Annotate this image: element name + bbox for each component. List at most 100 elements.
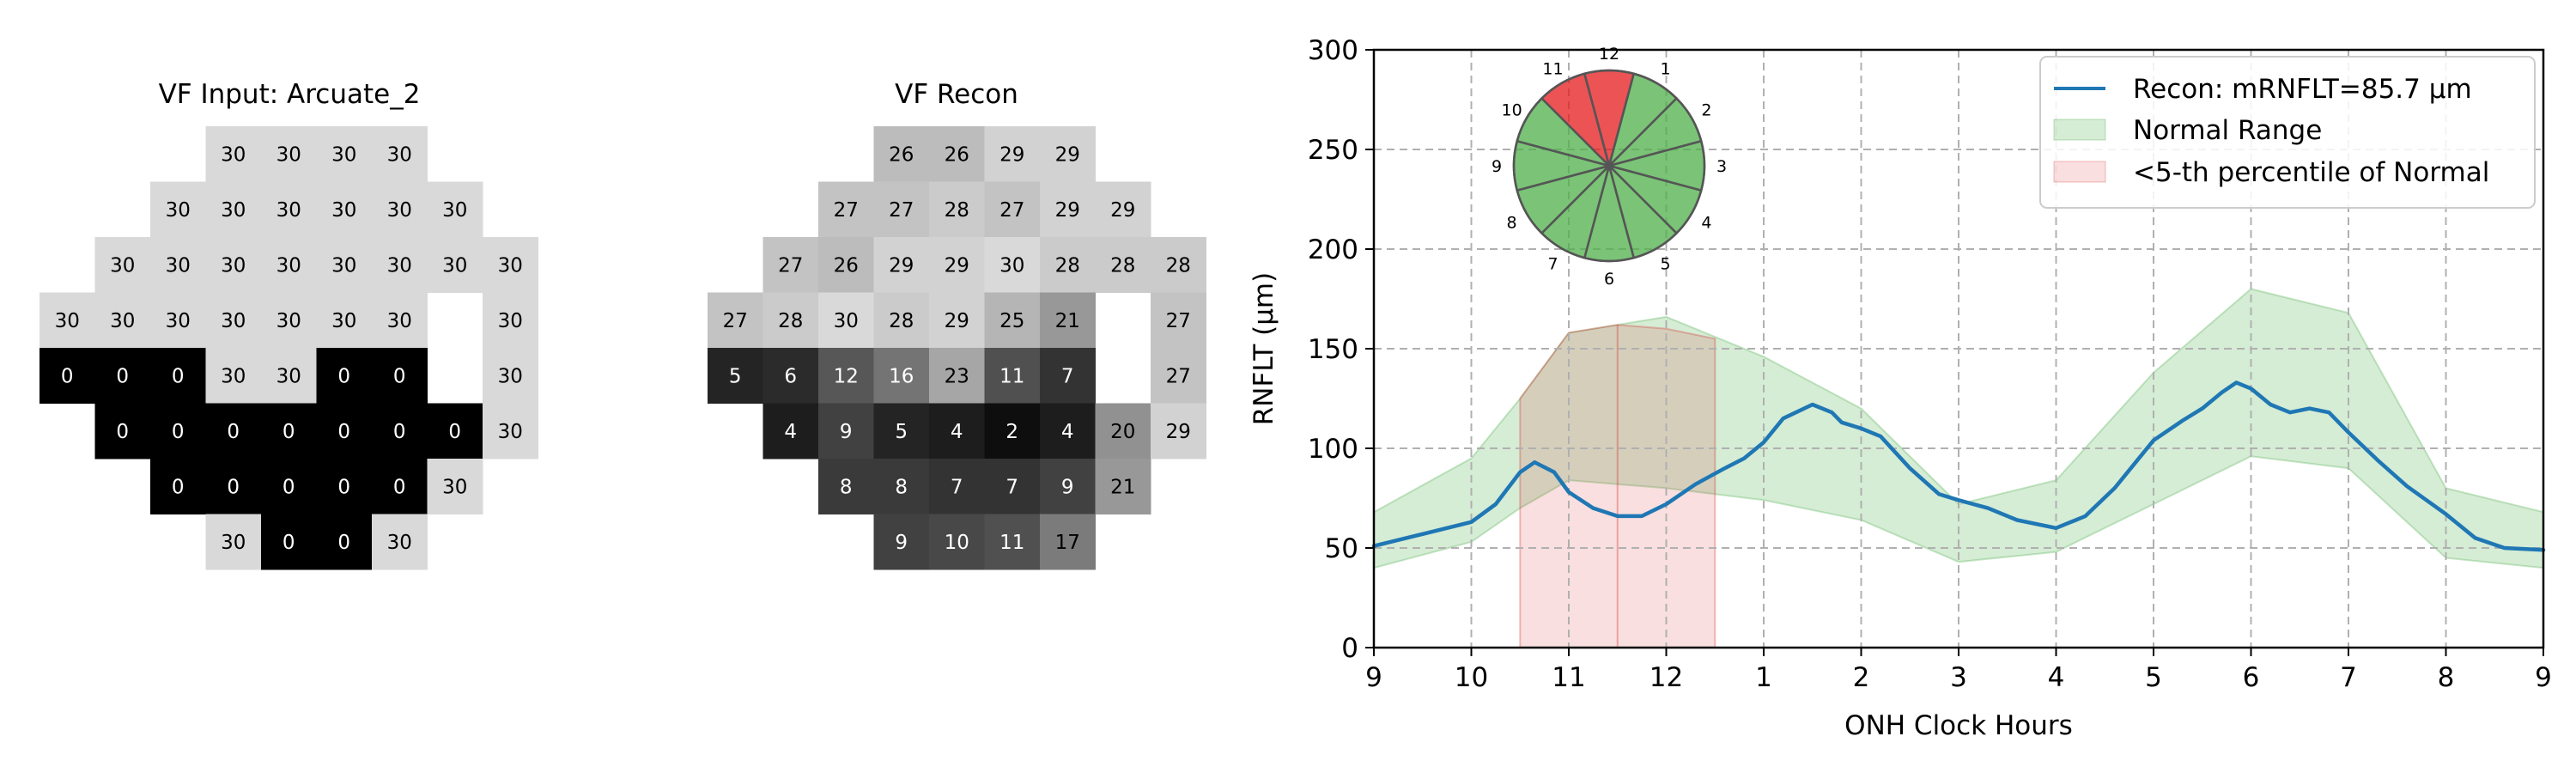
vf-cell-value: 0 [227,476,240,498]
vf-cell [929,181,985,238]
vf-cell [316,181,373,238]
clock-sector-label: 11 [1542,60,1563,79]
x-tick-label: 11 [1552,662,1585,693]
vf-input-heatmap: VF Input: Arcuate_2 30 30 30 30 30 30 30 30 30 30… [39,79,538,570]
vf-cell-value: 29 [1110,199,1135,222]
vf-cell-value: 30 [221,254,246,277]
clock-sector-label: 7 [1547,254,1558,273]
vf-cell [984,514,1041,570]
vf-cell [372,237,428,293]
vf-cell-value: 9 [1061,476,1074,498]
vf-cell [984,292,1041,349]
vf-cell [427,459,483,514]
vf-cell [929,292,985,349]
legend-box [2039,56,2536,209]
y-tick-label: 150 [1308,334,1358,365]
vf-cell [984,459,1041,514]
vf-cell-value: 30 [221,199,246,222]
vf-cell-value: 30 [331,143,356,166]
vf-cell-value: 10 [945,532,969,554]
vf-cell [261,403,317,460]
vf-cell [873,237,930,293]
vf-cell [1040,126,1096,182]
clock-sector-label: 4 [1701,214,1711,233]
x-tick-label: 9 [2535,662,2552,693]
vf-cell-value: 6 [784,365,797,387]
legend-label-recon: Recon: mRNFLT=85.7 μm [2133,74,2472,105]
vf-cell [1095,237,1151,293]
vf-cell-value: 17 [1055,532,1080,554]
x-axis-label: ONH Clock Hours [1844,710,2073,741]
vf-cell [316,348,373,404]
vf-cell-value: 26 [945,143,969,166]
vf-cell-value: 30 [498,365,523,387]
y-tick-label: 300 [1308,35,1358,66]
vf-cell [1040,348,1096,404]
vf-cell-value: 30 [442,476,467,498]
vf-cell [205,126,262,182]
clock-sector-label: 10 [1502,101,1522,120]
vf-cell [762,403,819,460]
vf-cell-value: 30 [276,254,301,277]
vf-cell [150,181,206,238]
vf-cell [427,237,483,293]
vf-cell-value: 0 [393,421,406,443]
vf-cell [873,348,930,404]
vf-cell [205,292,262,349]
vf-cell-value: 0 [283,532,295,554]
vf-cell [205,459,262,514]
vf-cell-value: 29 [889,254,914,277]
vf-cell [372,292,428,349]
x-tick-label: 4 [2048,662,2065,693]
vf-cell-value: 0 [337,421,350,443]
vf-cell [708,292,763,349]
vf-cell [39,292,95,349]
line-layer [1371,380,2546,552]
vf-cell-value: 30 [276,199,301,222]
vf-cell [316,459,373,514]
clock-sector-label: 9 [1492,157,1502,176]
vf-cell [150,292,206,349]
vf-cell [483,348,538,404]
vf-cell-value: 8 [840,476,853,498]
vf-cell [372,459,428,514]
vf-cell [205,514,262,570]
vf-cell-value: 20 [1110,421,1135,443]
vf-cell-value: 0 [337,365,350,387]
vf-cell [1095,403,1151,460]
vf-input-title: VF Input: Arcuate_2 [159,79,421,110]
vf-cell [818,181,874,238]
vf-cell-value: 0 [227,421,240,443]
x-tick-label: 12 [1649,662,1683,693]
vf-cell [818,459,874,514]
vf-cell-value: 16 [889,365,914,387]
vf-cell [261,514,317,570]
y-tick-label: 250 [1308,135,1358,166]
vf-cell-value: 0 [116,421,129,443]
legend-label-below5: <5-th percentile of Normal [2133,157,2489,188]
vf-cell-value: 29 [1166,421,1191,443]
vf-cell-value: 0 [337,476,350,498]
vf-cell-value: 0 [61,365,74,387]
vf-cell-value: 4 [951,421,963,443]
vf-cell [1095,181,1151,238]
vf-cell [873,459,930,514]
y-tick-label: 200 [1308,234,1358,265]
vf-cell [762,292,819,349]
vf-cell [929,237,985,293]
vf-cell-value: 30 [276,310,301,332]
vf-cell-value: 29 [945,310,969,332]
vf-cell-value: 30 [221,310,246,332]
clock-sector-label: 5 [1660,254,1670,273]
vf-cell-value: 30 [331,199,356,222]
vf-cell-value: 28 [945,199,969,222]
vf-cell [150,237,206,293]
vf-cell-value: 0 [283,421,295,443]
vf-cell [150,403,206,460]
vf-cell [94,348,151,404]
vf-cell-value: 30 [387,143,412,166]
vf-cell [818,237,874,293]
vf-cell [261,292,317,349]
